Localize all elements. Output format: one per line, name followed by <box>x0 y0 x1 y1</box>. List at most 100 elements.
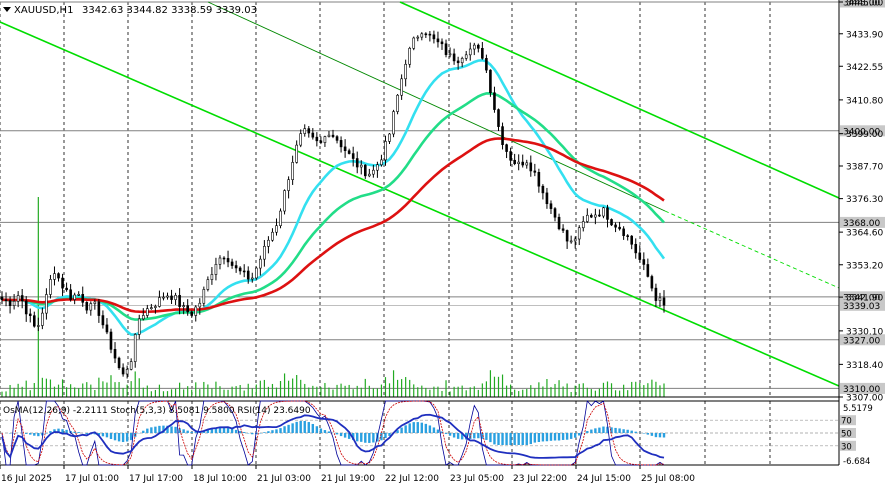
level-label: 3342.00 <box>843 293 880 303</box>
candle-body <box>190 311 194 316</box>
candle-body <box>618 226 621 230</box>
candle-body <box>420 33 424 38</box>
candle-body <box>85 302 89 311</box>
candle-body <box>4 299 8 302</box>
time-tick-label: 18 Jul 10:00 <box>193 474 247 484</box>
level-label-bg <box>840 0 885 8</box>
candle-body <box>57 273 60 279</box>
candle-body <box>121 367 125 375</box>
trend-channels[interactable] <box>0 1 840 387</box>
candle-body <box>158 297 161 307</box>
candle-body <box>384 141 387 161</box>
candle-body <box>319 140 323 143</box>
time-axis: 16 Jul 2025 17 Jul 01:00 17 Jul 17:00 18 Ju… <box>0 465 695 484</box>
candle-body <box>509 151 512 161</box>
candle-body <box>93 301 97 304</box>
candle-body <box>137 318 141 335</box>
candle-body <box>331 134 335 137</box>
candle-body <box>226 258 230 263</box>
candle-body <box>335 136 339 141</box>
candle-body <box>65 287 68 291</box>
candle-body <box>246 270 250 280</box>
candle-body <box>279 210 282 226</box>
candle-body <box>658 297 662 301</box>
candle-body <box>606 207 609 220</box>
collapse-arrow-icon[interactable] <box>3 7 11 12</box>
symbol-label: XAUUSD,H1 <box>14 5 73 16</box>
candle-body <box>497 109 500 127</box>
candle-body <box>359 164 363 168</box>
candle-body <box>327 134 331 137</box>
candle-body <box>444 43 448 55</box>
stoch-level-label: 70 <box>841 417 852 427</box>
candle-body <box>214 264 218 275</box>
ma-mid-line <box>2 91 665 321</box>
candle-body <box>452 53 456 62</box>
candle-body <box>440 41 444 45</box>
candle-body <box>630 235 634 245</box>
candle-body <box>307 128 311 134</box>
candle-body <box>638 252 642 260</box>
candle-body <box>561 228 565 231</box>
candle-body <box>493 92 496 110</box>
stoch-level-label: 50 <box>841 430 852 440</box>
candle-body <box>549 203 553 209</box>
price-tick-label: 3410.80 <box>846 96 883 106</box>
candle-body <box>477 44 480 49</box>
candle-body <box>456 60 460 64</box>
price-tick-label: 3318.40 <box>846 361 883 371</box>
candle-body <box>162 296 165 299</box>
candle-body <box>81 293 85 303</box>
candle-body <box>400 78 403 96</box>
candle-body <box>49 279 52 295</box>
level-label-bg <box>840 382 885 394</box>
candle-body <box>24 300 28 315</box>
candle-body <box>166 295 169 298</box>
price-tick-label: 3422.55 <box>846 63 883 73</box>
candle-body <box>299 133 303 146</box>
price-tick-label: 3445.00 <box>846 0 883 9</box>
candle-body <box>0 296 4 301</box>
candle-body <box>517 161 520 165</box>
level-label-bg <box>840 216 885 228</box>
candle-body <box>28 313 32 316</box>
candle-body <box>436 38 440 43</box>
candle-body <box>525 162 529 166</box>
candle-body <box>174 295 177 300</box>
candle-body <box>614 224 617 228</box>
candle-body <box>146 308 149 316</box>
candle-body <box>323 136 327 143</box>
candle-body <box>529 162 533 172</box>
candle-body <box>388 133 391 142</box>
candle-body <box>105 324 109 333</box>
candle-body <box>101 315 105 326</box>
candle-body <box>178 295 181 307</box>
candle-body <box>432 34 436 40</box>
candle-body <box>222 257 226 260</box>
candle-body <box>230 261 234 266</box>
stoch-level-label: 30 <box>841 442 852 452</box>
price-candles <box>0 30 666 379</box>
symbol-header: XAUUSD,H1 3342.63 3344.82 3338.59 3339.0… <box>3 5 257 16</box>
time-tick-label: 21 Jul 03:00 <box>257 474 311 484</box>
candle-body <box>283 190 286 212</box>
price-tick-label: 3364.60 <box>846 229 883 239</box>
candle-body <box>598 214 601 217</box>
candle-body <box>448 53 452 56</box>
candle-body <box>565 230 569 242</box>
time-tick-label: 21 Jul 19:00 <box>321 474 375 484</box>
candle-body <box>396 94 399 112</box>
candle-body <box>73 294 76 300</box>
channel-upper-line <box>399 1 840 199</box>
candle-body <box>198 302 202 308</box>
candle-body <box>12 300 16 306</box>
candle-body <box>339 140 343 148</box>
candle-body <box>545 192 549 205</box>
level-label: 3310.00 <box>843 385 880 395</box>
candle-body <box>626 235 629 237</box>
time-tick-label: 23 Jul 05:00 <box>450 474 504 484</box>
time-tick-label: 22 Jul 12:00 <box>385 474 439 484</box>
